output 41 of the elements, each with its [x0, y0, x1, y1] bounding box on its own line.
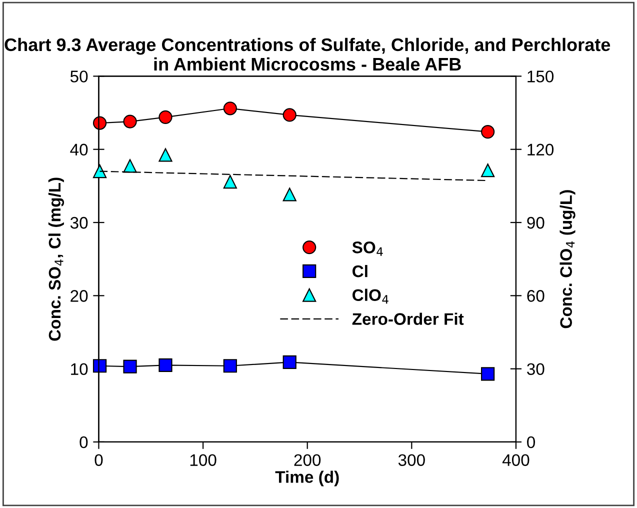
- point: [223, 174, 237, 189]
- y2-tick-label: 90: [527, 216, 544, 229]
- y-tick-label: 30: [70, 216, 88, 229]
- point: [282, 355, 296, 370]
- legend-label: SO$_{4}$: [352, 242, 383, 256]
- point: [481, 367, 495, 381]
- y2-tick-label: 150: [528, 70, 554, 82]
- y-axis-title: Conc. SO$_{4}$, Cl (mg/L): [48, 178, 64, 341]
- point: [223, 359, 237, 373]
- x-tick-label: 300: [398, 454, 425, 466]
- point: [282, 188, 296, 202]
- y2-tick-label: 0: [527, 436, 536, 448]
- y-tick-label: 40: [70, 144, 88, 156]
- y-tick-label: 0: [80, 436, 88, 448]
- legend-label: Cl: [352, 264, 368, 278]
- legend-label: ClO$_{4}$: [352, 288, 388, 304]
- y2-tick-label: 120: [528, 144, 554, 156]
- point: [223, 102, 237, 116]
- point: [158, 148, 172, 162]
- x-tick-label: 0: [94, 454, 103, 466]
- point: [92, 164, 107, 178]
- point: [123, 360, 137, 374]
- y2-axis-title: Conc. ClO$_{4}$ (ug/L): [560, 190, 576, 328]
- y-tick-label: 20: [70, 290, 88, 302]
- chart-title: Chart 9.3 Average Concentrations of Sulfate, Chloride, and Perchlorate in Ambient Microcosms - Beale AFB: [4, 38, 610, 71]
- point: [123, 114, 137, 128]
- y2-tick-label: 60: [527, 290, 544, 302]
- point: [481, 124, 495, 139]
- y-tick-label: 10: [71, 363, 88, 376]
- x-tick-label: 200: [294, 454, 321, 466]
- y-tick-label: 50: [70, 70, 88, 82]
- point: [158, 358, 172, 372]
- point: [481, 164, 495, 178]
- point: [158, 110, 172, 124]
- legend-label: Zero-Order Fit: [352, 312, 464, 325]
- point: [92, 359, 107, 373]
- x-tick-label: 400: [502, 454, 530, 466]
- x-tick-label: 100: [190, 454, 216, 466]
- point: [282, 108, 296, 122]
- y2-tick-label: 30: [527, 363, 544, 376]
- x-axis-title: Time (d): [275, 470, 339, 486]
